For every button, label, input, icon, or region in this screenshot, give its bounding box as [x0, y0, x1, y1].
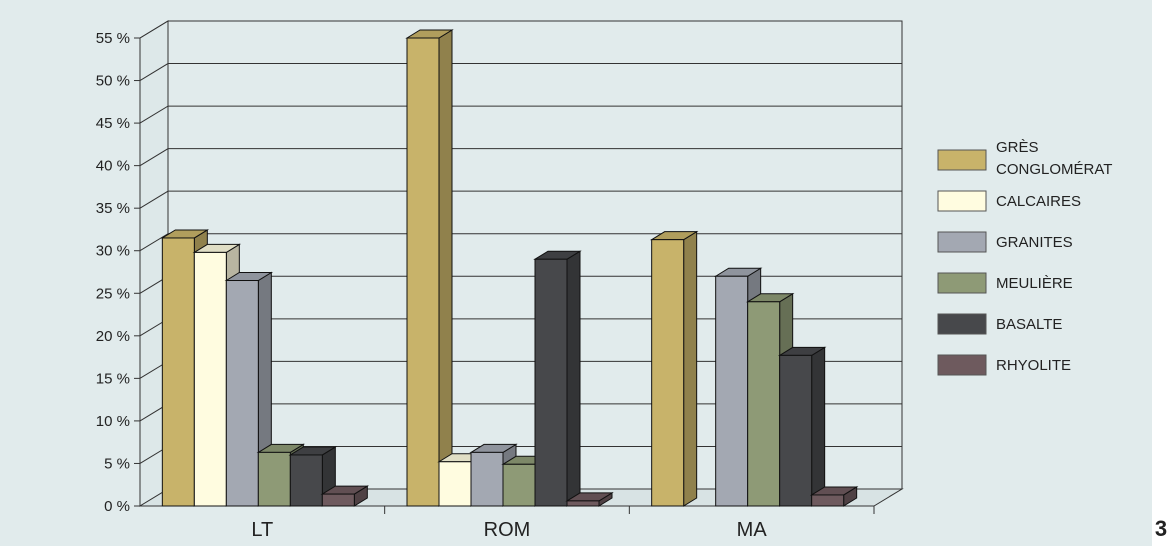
gridline	[139, 105, 902, 124]
y-tick-label: 10 %	[96, 413, 130, 430]
legend-item: CALCAIRES	[937, 190, 1081, 212]
legend-label: CONGLOMÉRAT	[996, 161, 1112, 178]
x-tick-label: LT	[251, 519, 273, 541]
gridline	[139, 190, 902, 209]
legend-label: MEULIÈRE	[996, 275, 1073, 292]
bar	[649, 230, 699, 507]
legend-swatch	[937, 190, 987, 212]
legend-label: GRANITES	[996, 234, 1073, 251]
legend-swatch	[937, 149, 987, 171]
legend-label: RHYOLITE	[996, 357, 1071, 374]
bar	[320, 485, 370, 507]
x-tick-label: MA	[737, 519, 768, 541]
y-tick-label: 5 %	[104, 455, 130, 472]
legend-swatch	[937, 272, 987, 294]
bar	[777, 346, 827, 507]
legend-label: GRÈS	[996, 139, 1039, 156]
x-tick-labels: LT ROM MA	[251, 519, 767, 541]
y-tick-labels: 0 % 5 % 10 % 15 % 20 % 25 % 30 % 35 % 40 % 45 % 50…	[96, 30, 130, 515]
y-tick-label: 40 %	[96, 158, 130, 175]
y-tick-label: 15 %	[96, 370, 130, 387]
bars	[160, 29, 859, 507]
legend: GRÈS CONGLOMÉRAT CALCAIRES GRANITES MEULIÈRE…	[937, 139, 1112, 376]
gridline	[139, 148, 902, 167]
gridline	[139, 20, 902, 39]
bar	[565, 491, 614, 507]
legend-item: GRANITES	[937, 231, 1073, 253]
legend-item: BASALTE	[937, 313, 1062, 335]
figure-number: 3	[1154, 516, 1168, 541]
bar	[533, 250, 582, 507]
y-tick-label: 35 %	[96, 200, 130, 217]
legend-item: MEULIÈRE	[937, 272, 1073, 294]
legend-swatch	[937, 354, 987, 376]
y-tick-label: 55 %	[96, 30, 130, 47]
legend-item: GRÈS CONGLOMÉRAT	[937, 139, 1112, 178]
x-tick-label: ROM	[484, 519, 531, 541]
y-tick-label: 45 %	[96, 115, 130, 132]
legend-swatch	[937, 231, 987, 253]
legend-item: RHYOLITE	[937, 354, 1071, 376]
gridline	[139, 233, 902, 252]
y-tick-label: 0 %	[104, 498, 130, 515]
legend-swatch	[937, 313, 987, 335]
gridline	[139, 63, 902, 81]
bar	[405, 29, 454, 507]
y-tick-label: 25 %	[96, 285, 130, 302]
y-tick-label: 50 %	[96, 73, 130, 90]
legend-label: CALCAIRES	[996, 193, 1081, 210]
bar	[809, 486, 859, 507]
bar	[469, 443, 518, 507]
y-tick-label: 20 %	[96, 328, 130, 345]
y-tick-label: 30 %	[96, 243, 130, 260]
legend-label: BASALTE	[996, 316, 1062, 333]
